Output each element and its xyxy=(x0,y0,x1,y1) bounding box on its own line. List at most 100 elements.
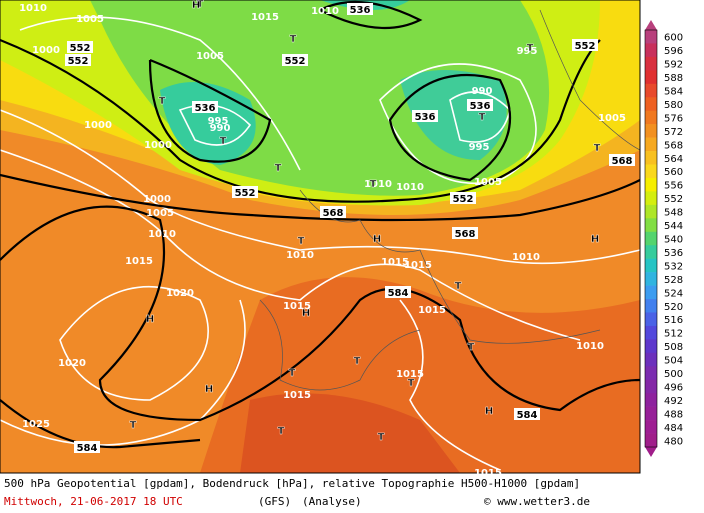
label-box xyxy=(572,39,598,51)
footer-credit: © www.wetter3.de xyxy=(484,495,590,508)
pressure-center: T xyxy=(289,368,296,379)
isobar-label: 1005 xyxy=(474,177,502,188)
color-swatch xyxy=(645,231,657,246)
legend-label: 524 xyxy=(664,288,683,299)
color-swatch xyxy=(645,70,657,85)
legend-label: 500 xyxy=(664,369,683,380)
isobar-label: 1025 xyxy=(22,419,50,430)
label-box xyxy=(412,110,438,122)
colorbar-frame xyxy=(644,29,658,448)
isobar-label: 995 xyxy=(517,46,538,57)
geopotential-label: 584 xyxy=(517,410,538,421)
pressure-center: T xyxy=(479,112,486,123)
isobar-label: 1015 xyxy=(474,468,502,479)
color-swatch xyxy=(645,433,657,448)
label-box xyxy=(514,408,540,420)
isobar-label: 1015 xyxy=(251,12,279,23)
legend-label: 508 xyxy=(664,342,683,353)
color-swatch xyxy=(645,393,657,407)
color-swatch xyxy=(645,218,657,233)
color-swatch xyxy=(645,137,657,152)
footer-run: (Analyse) xyxy=(302,495,362,508)
geopotential-label: 552 xyxy=(285,56,306,67)
pressure-center: T xyxy=(298,236,305,247)
legend-label: 560 xyxy=(664,167,683,178)
isobar-label: 1005 xyxy=(76,14,104,25)
legend-label: 532 xyxy=(664,261,683,272)
isobar-label: 995 xyxy=(208,116,229,127)
legend-label: 520 xyxy=(664,302,683,313)
pressure-center: T xyxy=(378,432,385,443)
legend-label: 492 xyxy=(664,396,683,407)
geopotential-label: 584 xyxy=(77,443,98,454)
isobar-label: 1015 xyxy=(125,256,153,267)
legend-label: 592 xyxy=(664,60,683,71)
footer-model: (GFS) xyxy=(258,495,291,508)
geopotential-label: 552 xyxy=(453,194,474,205)
color-swatch xyxy=(645,379,657,394)
isobar-label: 1015 xyxy=(418,305,446,316)
isobar-label: 1010 xyxy=(286,250,314,261)
legend-label: 504 xyxy=(664,356,683,367)
color-swatch xyxy=(645,30,657,44)
isobar-label: 1005 xyxy=(598,113,626,124)
color-swatch xyxy=(645,325,657,340)
isobar-label: 1010 xyxy=(311,6,339,17)
color-swatch xyxy=(645,366,657,381)
pressure-center: T xyxy=(527,43,534,54)
isobar-label: 1005 xyxy=(146,208,174,219)
isobar-label: 1015 xyxy=(396,369,424,380)
geopotential-lines xyxy=(0,0,641,449)
label-box xyxy=(192,101,218,113)
color-swatch xyxy=(645,420,657,434)
color-swatch xyxy=(645,124,657,138)
legend-label: 568 xyxy=(664,140,683,151)
color-swatch xyxy=(645,83,657,98)
label-box xyxy=(232,186,258,198)
color-swatch xyxy=(645,191,657,206)
pressure-center: T xyxy=(220,136,227,147)
isobar-label: 1000 xyxy=(32,45,60,56)
legend-label: 600 xyxy=(664,33,683,44)
map-background xyxy=(0,0,640,473)
geopotential-label: 552 xyxy=(70,43,91,54)
isobar-label: 995 xyxy=(469,142,490,153)
color-swatch xyxy=(645,272,657,286)
legend-label: 516 xyxy=(664,315,683,326)
legend-label: 596 xyxy=(664,46,683,57)
geopotential-label: 552 xyxy=(68,56,89,67)
isobar-label: 1010 xyxy=(364,179,392,190)
legend-label: 584 xyxy=(664,87,683,98)
isobar-label: 1020 xyxy=(58,358,86,369)
legend-label: 536 xyxy=(664,248,683,259)
legend-label: 572 xyxy=(664,127,683,138)
geopotential-label: 536 xyxy=(195,103,216,114)
legend-label: 512 xyxy=(664,329,683,340)
label-box xyxy=(65,54,91,66)
color-swatch xyxy=(645,164,657,179)
label-box xyxy=(452,227,478,239)
pressure-center: T xyxy=(290,34,297,45)
pressure-center: T xyxy=(130,420,137,431)
pressure-center: H xyxy=(302,308,310,319)
label-box xyxy=(347,3,373,15)
pressure-center: T xyxy=(159,96,166,107)
footer-title: 500 hPa Geopotential [gpdam], Bodendruck… xyxy=(4,477,580,490)
isobar-label: 1010 xyxy=(148,229,176,240)
geopotential-label: 568 xyxy=(612,156,633,167)
colorbar-cap xyxy=(645,20,657,30)
label-box xyxy=(609,154,635,166)
legend-label: 528 xyxy=(664,275,683,286)
color-swatch xyxy=(645,204,657,219)
legend-label: 480 xyxy=(664,436,683,447)
color-swatch xyxy=(645,245,657,259)
color-swatch xyxy=(645,339,657,354)
pressure-center: H xyxy=(192,0,200,11)
pressure-center: T xyxy=(455,281,462,292)
label-box xyxy=(385,286,411,298)
isobar-label: 1000 xyxy=(144,140,172,151)
color-swatch xyxy=(645,312,657,327)
color-swatch xyxy=(645,97,657,112)
isobar-label: 1010 xyxy=(19,3,47,14)
